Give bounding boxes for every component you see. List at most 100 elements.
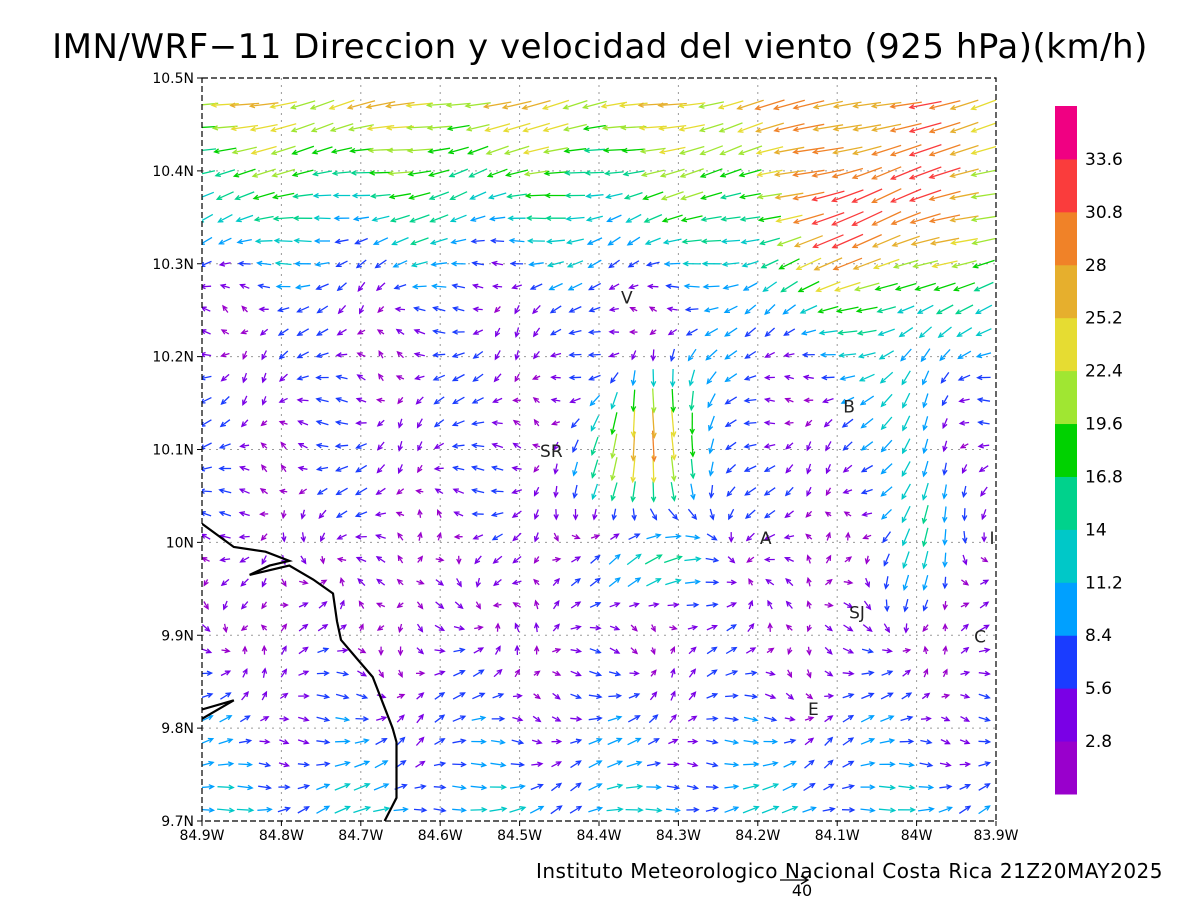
wind-vector: [842, 784, 856, 790]
wind-vector: [293, 261, 311, 267]
wind-vector: [260, 624, 268, 631]
place-label: E: [808, 700, 819, 720]
wind-vector: [501, 100, 532, 110]
wind-vector: [570, 418, 580, 429]
wind-vector: [220, 396, 230, 406]
wind-vector: [860, 715, 875, 723]
coastline-inlet: [202, 699, 235, 720]
wind-vector: [585, 193, 604, 199]
wind-vector: [669, 713, 677, 724]
wind-vector: [203, 601, 209, 610]
wind-vector: [296, 328, 310, 336]
wind-vector: [766, 647, 775, 654]
wind-vector: [833, 281, 861, 292]
wind-vector: [806, 600, 812, 609]
wind-vector: [368, 170, 392, 176]
wind-vector: [700, 191, 723, 200]
wind-vector: [261, 644, 268, 655]
wind-vector: [298, 646, 309, 655]
wind-vector: [804, 716, 815, 722]
wind-vector: [278, 397, 288, 403]
wind-vector: [502, 122, 531, 133]
wind-vector: [397, 669, 403, 678]
wind-vector: [686, 784, 700, 791]
wind-vector: [432, 352, 446, 358]
colorbar-segment: [1055, 635, 1077, 689]
wind-vector: [271, 168, 296, 178]
wind-vector: [551, 716, 562, 722]
wind-vector: [725, 464, 737, 474]
wind-vector: [503, 145, 530, 156]
colorbar-segment: [1055, 476, 1077, 530]
wind-vector: [219, 715, 233, 723]
colorbar-level-label: 33.6: [1085, 150, 1123, 170]
wind-vector: [724, 716, 740, 722]
wind-vector: [920, 739, 933, 745]
wind-vector: [876, 306, 896, 314]
wind-vector: [977, 443, 990, 449]
wind-vector: [815, 281, 841, 293]
wind-vector: [901, 461, 911, 477]
wind-vector: [203, 579, 209, 587]
wind-vector: [747, 622, 755, 632]
wind-vector: [689, 435, 696, 458]
wind-vector: [640, 169, 665, 178]
wind-vector: [433, 442, 445, 450]
wind-vector: [890, 211, 921, 225]
wind-vector: [328, 99, 355, 110]
wind-vector: [739, 216, 761, 222]
wind-vector: [650, 369, 657, 388]
wind-vector: [980, 486, 988, 497]
wind-vector: [806, 554, 812, 564]
wind-vector: [533, 418, 540, 427]
wind-vector: [784, 716, 796, 722]
wind-vector: [602, 147, 625, 154]
wind-vector: [541, 99, 570, 110]
wind-vector: [512, 555, 522, 564]
wind-vector: [862, 534, 872, 540]
wind-vector: [836, 329, 858, 336]
wind-vector: [607, 715, 623, 722]
wind-vector: [979, 624, 990, 631]
wind-vector: [471, 715, 487, 722]
wind-vector: [981, 532, 987, 543]
wind-vector: [842, 693, 855, 699]
wind-vector: [806, 463, 812, 475]
wind-vector: [413, 351, 425, 358]
wind-vector: [588, 693, 603, 700]
wind-vector: [824, 511, 832, 517]
wind-vector: [531, 739, 543, 745]
wind-vector: [970, 99, 996, 111]
wind-vector: [270, 145, 296, 156]
wind-vector: [705, 784, 720, 790]
wind-vector: [490, 511, 504, 518]
wind-vector: [436, 531, 442, 541]
wind-vector: [860, 738, 876, 745]
wind-vector: [811, 146, 844, 155]
wind-vector: [470, 784, 488, 791]
wind-vector: [256, 260, 272, 267]
wind-vector: [881, 508, 892, 520]
wind-vector: [977, 420, 990, 426]
wind-vector: [762, 760, 779, 767]
wind-vector: [376, 464, 386, 474]
wind-vector: [250, 145, 277, 155]
wind-vector: [765, 578, 775, 586]
wind-vector: [549, 352, 562, 358]
wind-vector: [394, 306, 406, 312]
wind-vector: [629, 670, 640, 677]
wind-vector: [453, 647, 466, 654]
wind-vector: [416, 623, 424, 633]
wind-vector: [959, 443, 969, 449]
wind-vector: [427, 169, 450, 178]
wind-vector: [971, 237, 996, 246]
wind-vector: [471, 738, 487, 745]
wind-vector: [670, 482, 677, 502]
wind-vector: [610, 372, 619, 384]
wind-vector: [763, 465, 776, 473]
wind-vector: [608, 259, 620, 269]
wind-vector: [294, 284, 311, 290]
colorbar-level-label: 8.4: [1085, 626, 1112, 646]
wind-vector: [800, 329, 817, 336]
wind-vector: [902, 415, 911, 432]
